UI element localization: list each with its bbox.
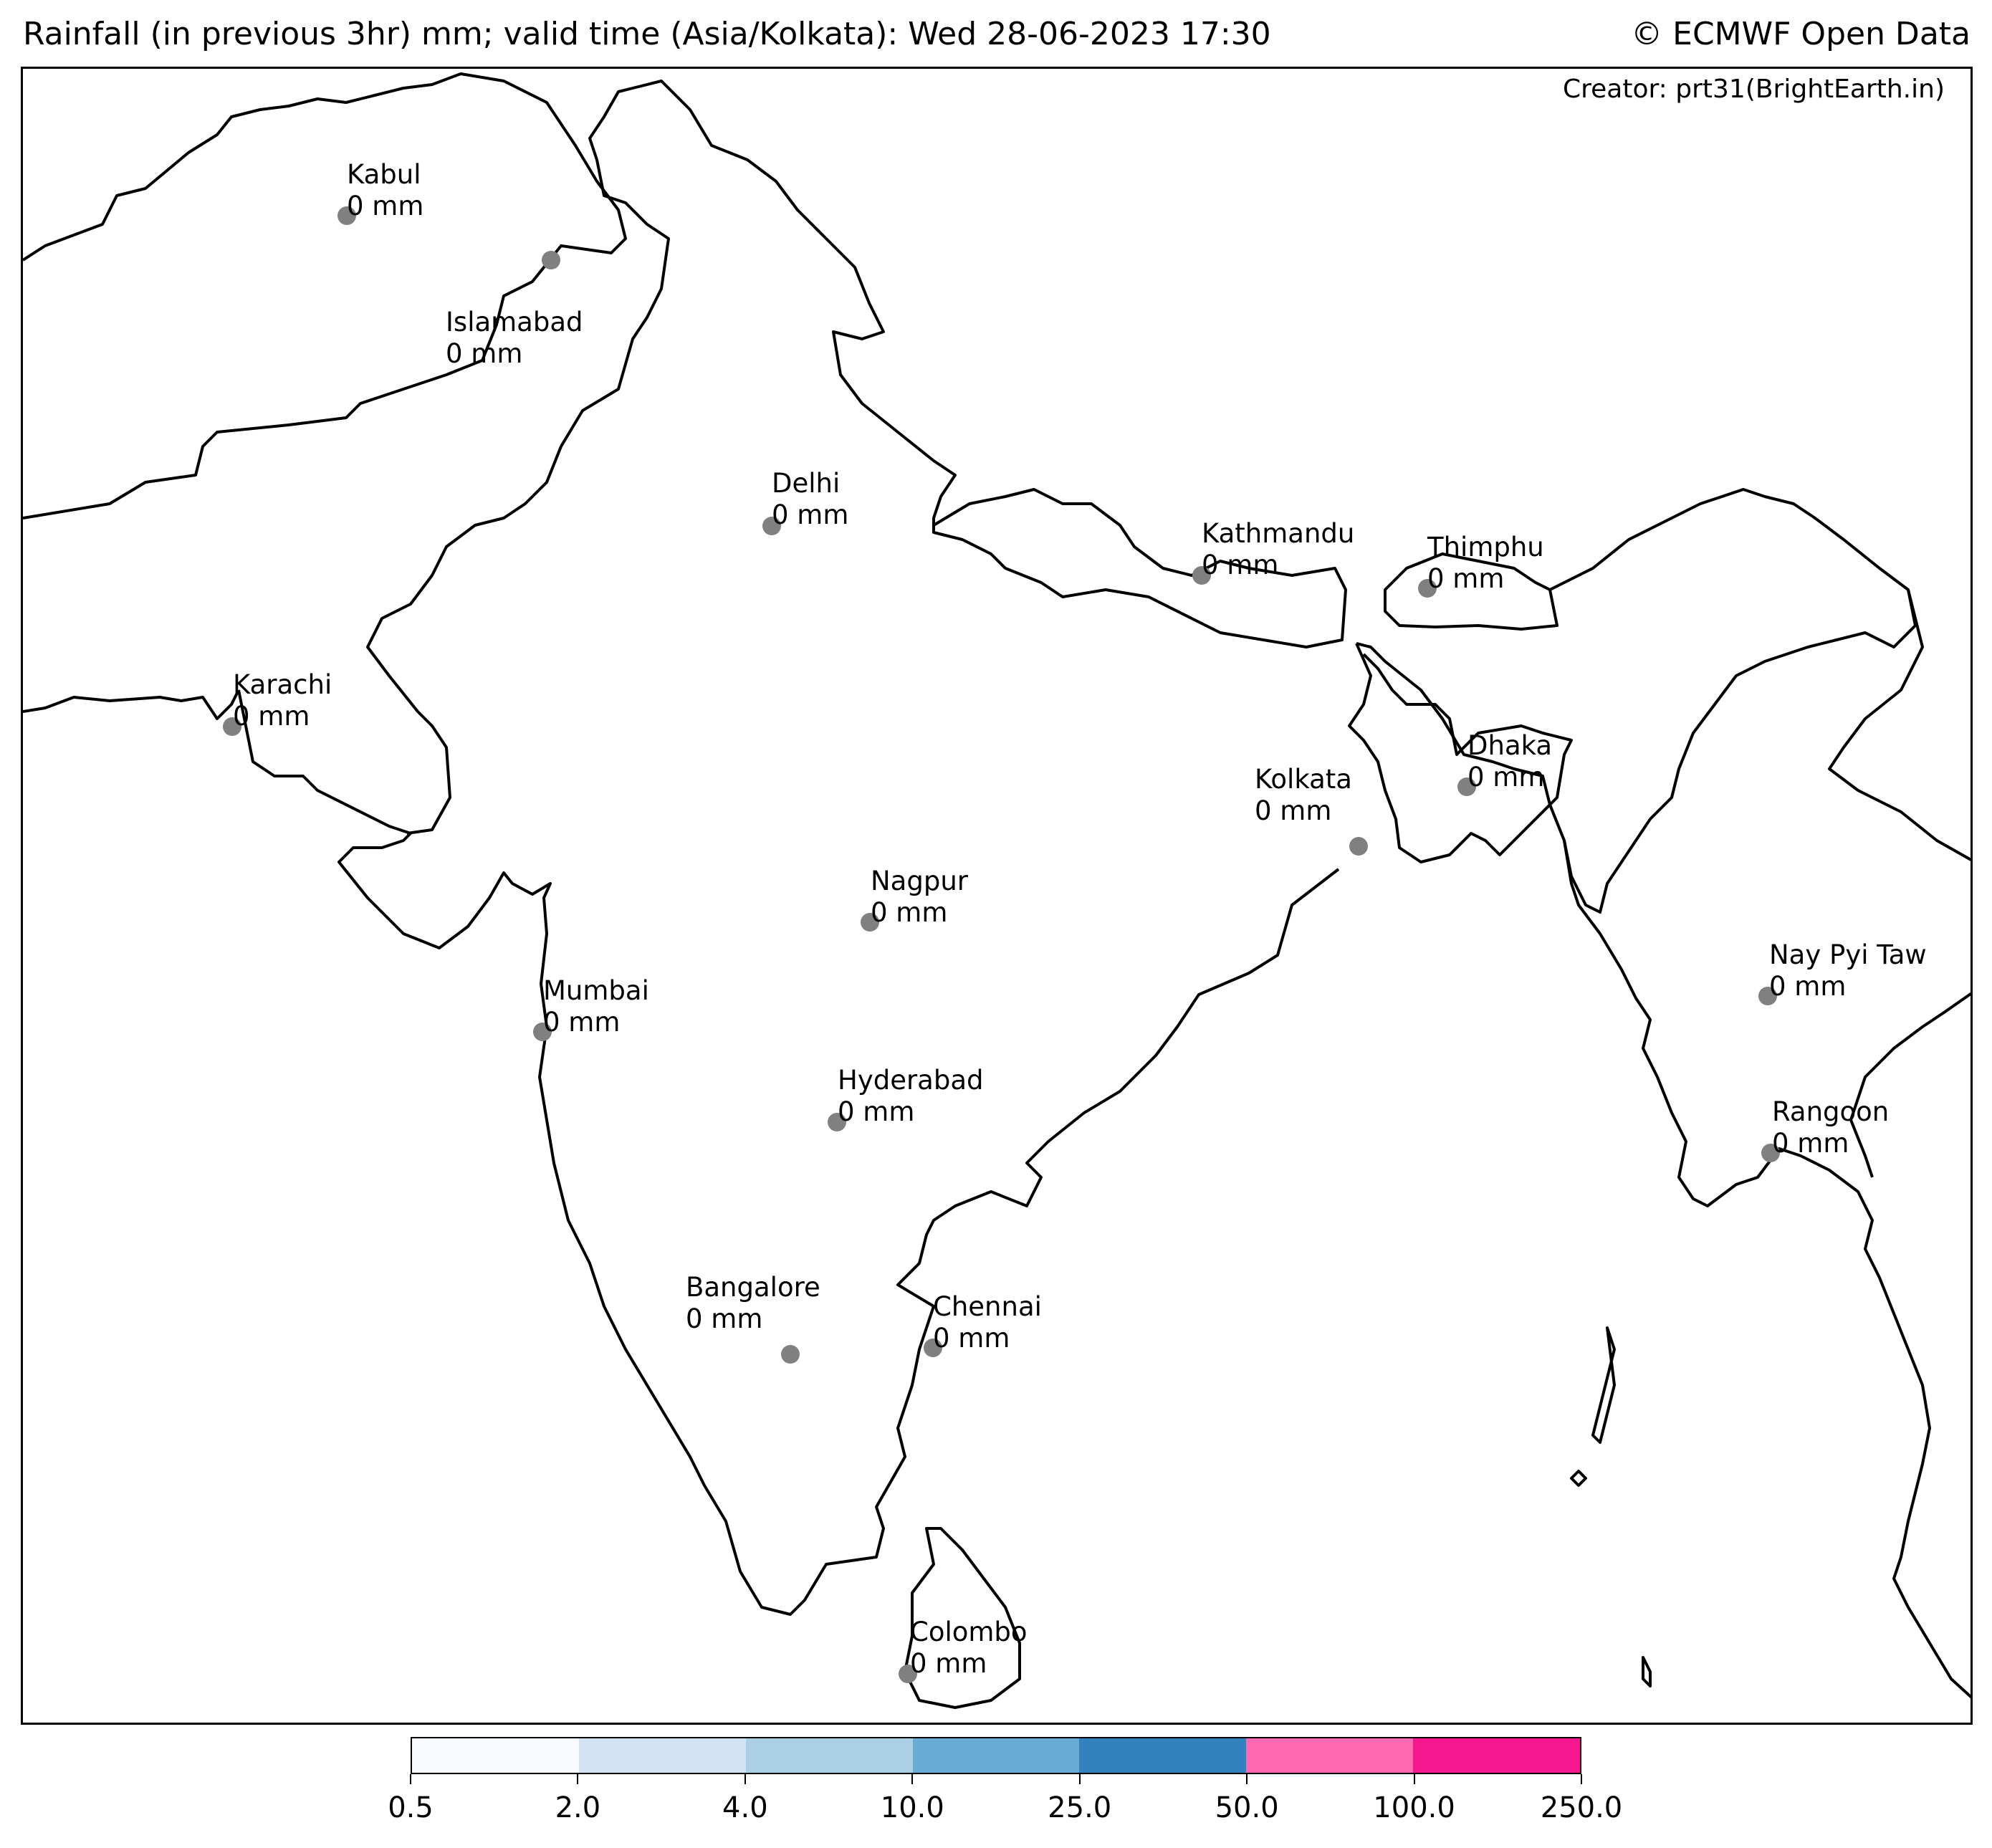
colorbar-segment bbox=[1246, 1738, 1414, 1773]
map-title: Rainfall (in previous 3hr) mm; valid tim… bbox=[23, 16, 1271, 52]
city-dot-nagpur bbox=[861, 913, 879, 932]
colorbar-tick bbox=[1581, 1774, 1582, 1784]
colorbar-tick-label: 100.0 bbox=[1373, 1791, 1455, 1824]
coastline-myanmar bbox=[1563, 840, 1971, 1699]
data-credit: © ECMWF Open Data bbox=[1631, 16, 1971, 52]
border-india-pakistan bbox=[366, 80, 957, 835]
border-myanmar-thailand bbox=[1849, 992, 1971, 1178]
city-label-nay-pyi-taw: Nay Pyi Taw 0 mm bbox=[1769, 939, 1927, 1002]
city-dot-kabul bbox=[337, 206, 356, 225]
colorbar-segment bbox=[1079, 1738, 1247, 1773]
city-label-chennai: Chennai 0 mm bbox=[933, 1291, 1042, 1354]
city-dot-colombo bbox=[899, 1665, 917, 1683]
colorbar-tick bbox=[577, 1774, 579, 1784]
colorbar-tick-label: 10.0 bbox=[880, 1791, 944, 1824]
city-label-delhi: Delhi 0 mm bbox=[772, 468, 849, 530]
border-myanmar-china bbox=[1828, 589, 1971, 861]
colorbar-tick bbox=[410, 1774, 411, 1784]
colorbar-segment bbox=[412, 1738, 579, 1773]
city-label-islamabad: Islamabad 0 mm bbox=[446, 307, 583, 369]
colorbar-tick bbox=[1413, 1774, 1415, 1784]
colorbar-tick-label: 0.5 bbox=[388, 1791, 434, 1824]
rainfall-colorbar bbox=[411, 1737, 1581, 1774]
city-dot-chennai bbox=[924, 1339, 942, 1357]
colorbar-tick bbox=[1078, 1774, 1081, 1784]
andaman-islands bbox=[1591, 1326, 1616, 1444]
island-small-1 bbox=[1570, 1470, 1587, 1487]
colorbar-segment bbox=[1413, 1738, 1581, 1773]
colorbar-segment bbox=[912, 1738, 1080, 1773]
border-northeast-india bbox=[1356, 488, 1917, 914]
coastline-sri-lanka bbox=[904, 1527, 1021, 1709]
colorbar-tick-label: 4.0 bbox=[722, 1791, 768, 1824]
city-label-bangalore: Bangalore 0 mm bbox=[686, 1272, 820, 1334]
city-label-kathmandu: Kathmandu 0 mm bbox=[1202, 518, 1355, 580]
colorbar-tick-label: 50.0 bbox=[1215, 1791, 1279, 1824]
city-dot-kathmandu bbox=[1192, 566, 1211, 585]
colorbar-segment bbox=[745, 1738, 913, 1773]
island-small-2 bbox=[1642, 1656, 1652, 1687]
colorbar-tick-label: 2.0 bbox=[555, 1791, 601, 1824]
city-dot-hyderabad bbox=[828, 1113, 846, 1131]
colorbar-segment bbox=[578, 1738, 746, 1773]
coastline-india bbox=[237, 689, 1340, 1616]
city-dot-thimphu bbox=[1418, 579, 1437, 598]
city-label-thimphu: Thimphu 0 mm bbox=[1427, 532, 1544, 594]
city-label-hyderabad: Hyderabad 0 mm bbox=[838, 1065, 984, 1127]
border-pakistan-iran bbox=[23, 689, 240, 720]
colorbar-tick bbox=[1246, 1774, 1248, 1784]
city-label-nagpur: Nagpur 0 mm bbox=[871, 866, 968, 928]
map-frame bbox=[21, 67, 1973, 1725]
colorbar-tick-label: 250.0 bbox=[1540, 1791, 1623, 1824]
city-label-karachi: Karachi 0 mm bbox=[233, 669, 332, 732]
city-dot-kolkata bbox=[1349, 837, 1368, 856]
city-dot-karachi bbox=[223, 717, 241, 736]
city-dot-nay-pyi-taw bbox=[1758, 987, 1777, 1005]
border-bangladesh bbox=[1348, 643, 1573, 863]
city-dot-rangoon bbox=[1761, 1144, 1780, 1162]
city-dot-bangalore bbox=[781, 1345, 800, 1364]
border-bhutan bbox=[1384, 552, 1558, 631]
creator-credit: Creator: prt31(BrightEarth.in) bbox=[1563, 75, 1945, 104]
city-label-dhaka: Dhaka 0 mm bbox=[1467, 730, 1553, 793]
colorbar-tick bbox=[911, 1774, 914, 1784]
city-label-mumbai: Mumbai 0 mm bbox=[543, 975, 649, 1038]
colorbar-tick-label: 25.0 bbox=[1048, 1791, 1112, 1824]
coastline-map bbox=[23, 72, 1971, 1709]
city-dot-delhi bbox=[762, 517, 781, 535]
city-label-kolkata: Kolkata 0 mm bbox=[1255, 764, 1352, 826]
city-label-colombo: Colombo 0 mm bbox=[910, 1617, 1028, 1679]
border-nepal bbox=[932, 488, 1347, 648]
city-label-kabul: Kabul 0 mm bbox=[347, 159, 424, 221]
border-afghanistan-pakistan bbox=[23, 72, 627, 520]
city-dot-mumbai bbox=[533, 1023, 552, 1041]
city-label-rangoon: Rangoon 0 mm bbox=[1772, 1096, 1890, 1159]
city-dot-dhaka bbox=[1457, 777, 1476, 796]
city-dot-islamabad bbox=[542, 251, 560, 269]
colorbar-tick bbox=[744, 1774, 746, 1784]
